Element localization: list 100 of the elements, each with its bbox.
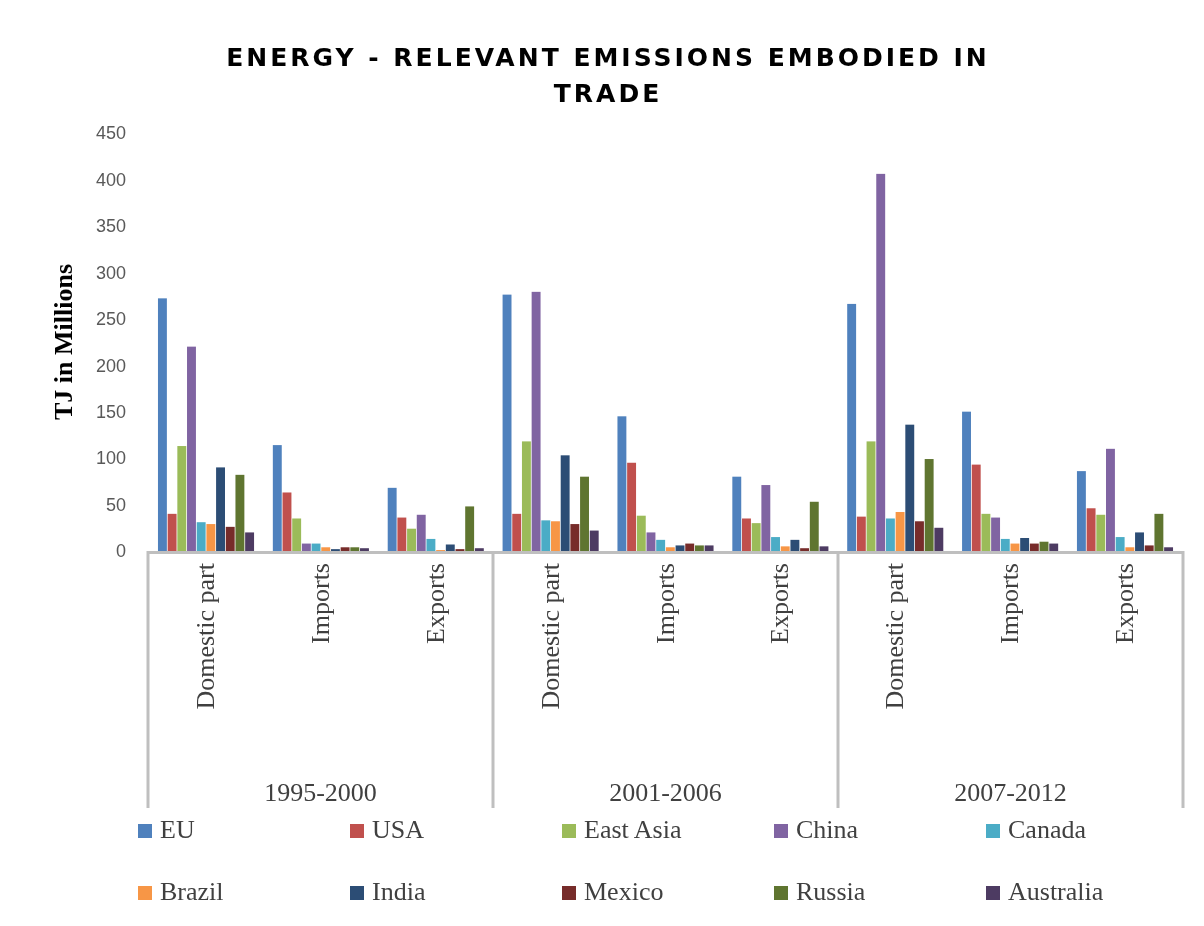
bar (235, 474, 245, 551)
text: 2001-2006 (609, 778, 722, 807)
bar (819, 546, 829, 551)
bar (1086, 508, 1096, 551)
legend-label: China (796, 815, 859, 844)
x-tick-label: Imports (305, 563, 335, 644)
legend-label: Mexico (584, 877, 664, 906)
legend-label: India (372, 877, 426, 906)
bar (1164, 547, 1174, 551)
bar (809, 501, 819, 551)
bar (1115, 537, 1125, 551)
bar (790, 539, 800, 551)
bar (157, 298, 167, 551)
bar (321, 547, 331, 551)
bar (962, 411, 971, 551)
chart-title: ENERGY - RELEVANT EMISSIONS EMBODIED IN TRADE (226, 43, 990, 108)
bar (225, 526, 235, 551)
bar (971, 464, 981, 551)
bar (551, 521, 560, 551)
bar (636, 515, 646, 551)
legend-label: USA (372, 815, 425, 844)
bar (915, 521, 924, 551)
bar (800, 548, 810, 551)
bar (301, 543, 311, 551)
bar (292, 518, 302, 551)
bar (771, 537, 780, 551)
bar (1125, 547, 1135, 551)
y-tick-label: 100 (95, 448, 126, 469)
bar (617, 416, 627, 551)
bar (570, 524, 580, 551)
bar (742, 518, 751, 551)
bar (876, 173, 886, 551)
y-tick-label: 50 (105, 494, 126, 515)
x-tick-label: Domestic part (191, 562, 221, 710)
bar (646, 532, 656, 551)
bar (245, 532, 255, 551)
bar (905, 424, 915, 551)
bar (541, 520, 551, 551)
bar (272, 445, 282, 551)
bar (1144, 545, 1154, 551)
bar (1049, 543, 1059, 551)
bar (847, 303, 857, 551)
y-tick-label: 0 (115, 541, 126, 562)
text: 1995-2000 (264, 778, 377, 807)
legend-label: Canada (1008, 815, 1087, 844)
bar (685, 543, 695, 551)
bar (196, 522, 206, 551)
x-tick-label: Domestic part (535, 562, 565, 710)
y-tick-label: 150 (95, 401, 126, 422)
bar (866, 441, 876, 551)
x-tick-label: Domestic part (880, 562, 910, 710)
y-axis-title: TJ in Millions (49, 263, 78, 421)
y-tick-label: 350 (95, 216, 126, 237)
bar (1135, 532, 1144, 551)
legend-label: East Asia (584, 815, 682, 844)
bar (1000, 538, 1010, 551)
bar (350, 547, 360, 551)
bar (1076, 471, 1086, 551)
bar (1154, 513, 1164, 551)
bar (1106, 448, 1115, 551)
bar (1020, 538, 1030, 551)
legend-label: Russia (796, 877, 866, 906)
bar (694, 545, 704, 551)
legend-label: EU (160, 815, 195, 844)
bar (895, 511, 905, 551)
bar (761, 485, 771, 551)
bar (177, 446, 187, 551)
bar (502, 294, 512, 551)
bar (512, 513, 522, 551)
bar (924, 459, 934, 551)
bar (187, 346, 196, 551)
x-tick-label: Imports (650, 563, 680, 644)
bar (627, 462, 637, 551)
x-tick-label: Imports (995, 563, 1025, 644)
bar (704, 545, 714, 551)
bar (387, 487, 397, 551)
bar (474, 548, 484, 551)
y-tick-label: 250 (95, 309, 126, 330)
bar (531, 291, 541, 551)
bar (445, 544, 455, 551)
y-tick-label: 200 (95, 355, 126, 376)
bar (360, 548, 369, 551)
bar (397, 517, 407, 551)
bar (981, 513, 991, 551)
text: 2007-2012 (954, 778, 1067, 807)
bar (991, 517, 1001, 551)
x-tick-label: Exports (1109, 563, 1139, 644)
bar (885, 518, 895, 551)
y-tick-label: 450 (95, 123, 126, 144)
x-tick-label: Exports (420, 563, 450, 644)
bar (216, 467, 225, 551)
bar (751, 523, 761, 551)
bar (416, 514, 426, 551)
legend-label: Brazil (160, 877, 224, 906)
bar (1096, 514, 1106, 551)
y-tick-label: 400 (95, 169, 126, 190)
bar (407, 528, 416, 551)
bar (732, 476, 742, 551)
bar (934, 527, 944, 551)
bar (589, 530, 599, 551)
